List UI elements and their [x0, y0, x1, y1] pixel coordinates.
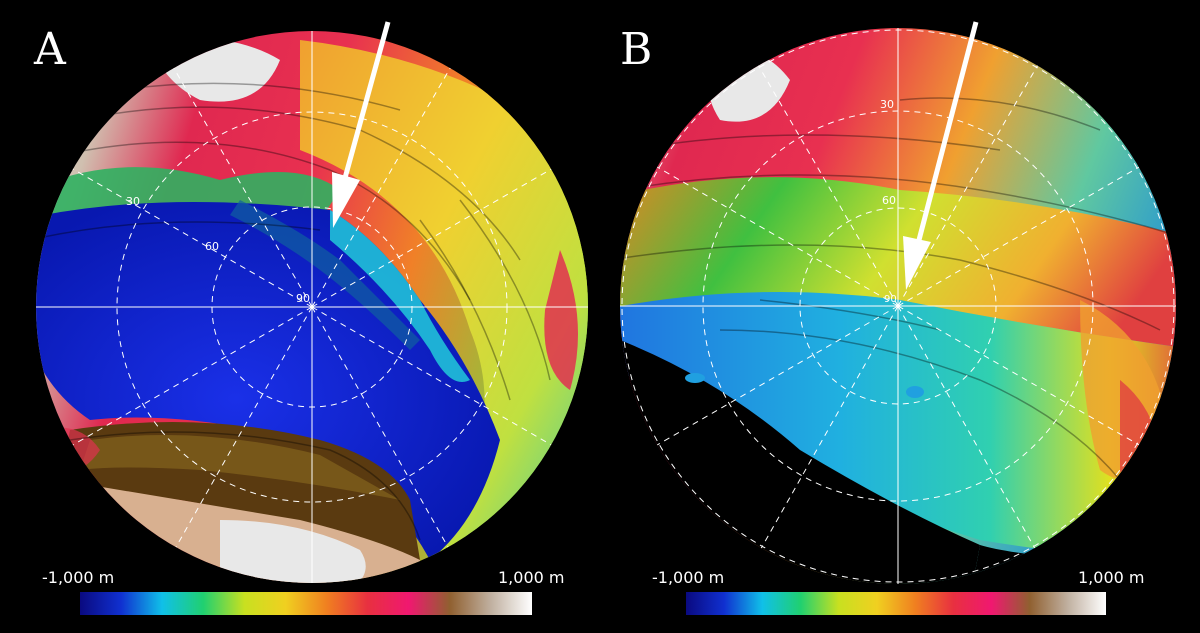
grid-label-90: 90 — [296, 292, 310, 305]
grid-label-30: 30 — [126, 195, 140, 208]
scale-max-label-a: 1,000 m — [498, 568, 565, 587]
panel-a: 30 60 90 A -1,000 m 1,000 m — [34, 21, 588, 615]
scale-min-label-b: -1,000 m — [652, 568, 725, 587]
scale-min-label-a: -1,000 m — [42, 568, 115, 587]
arrow-icon — [903, 21, 979, 290]
panel-label-b: B — [620, 24, 653, 75]
elevation-colorbar-b — [686, 592, 1106, 615]
grid-label-90: 90 — [884, 294, 897, 305]
panel-label-a: A — [34, 24, 66, 75]
elevation-colorbar-a — [80, 592, 532, 615]
panel-b: 30 60 90 B -1,000 m 1,000 m — [600, 0, 1200, 633]
grid-label-60: 60 — [882, 194, 896, 207]
elevation-map-a: 30 60 90 — [36, 21, 588, 583]
scale-max-label-b: 1,000 m — [1078, 568, 1145, 587]
arrow-icon — [332, 21, 391, 228]
elevation-map-b: 30 60 90 — [620, 21, 1176, 584]
grid-label-60: 60 — [205, 240, 219, 253]
grid-label-30: 30 — [880, 98, 894, 111]
